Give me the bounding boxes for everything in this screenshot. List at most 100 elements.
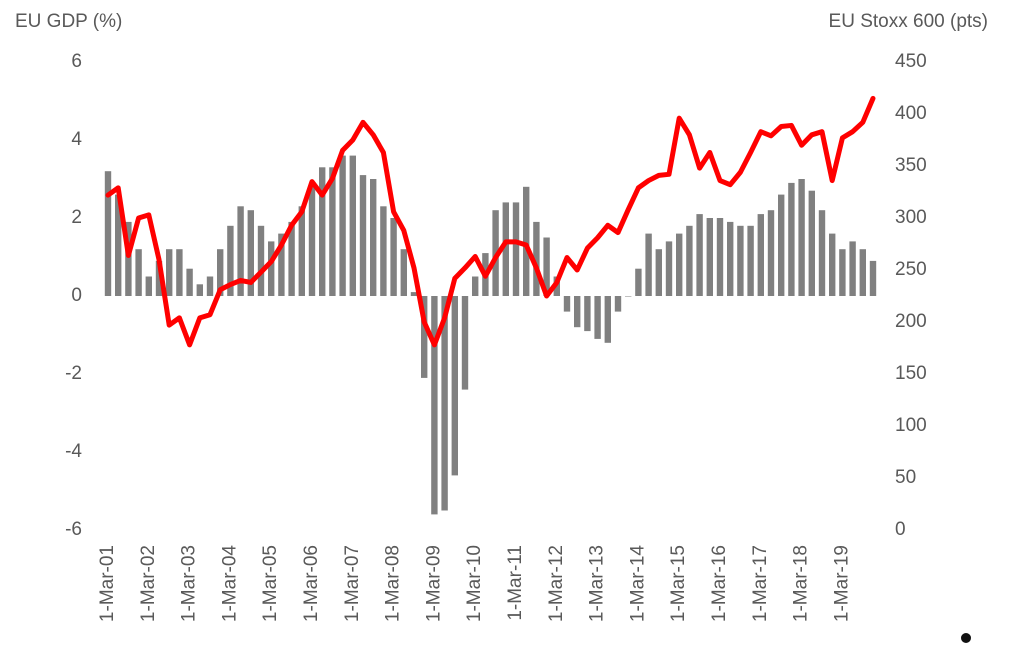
bar — [696, 214, 703, 296]
y2-tick-label: 200 — [895, 311, 927, 332]
bar — [502, 202, 509, 296]
bar — [665, 241, 673, 296]
bar — [625, 296, 632, 297]
x-tick-label: 1-Mar-05 — [260, 545, 281, 622]
bar — [767, 210, 775, 296]
x-tick-label: 1-Mar-09 — [423, 545, 444, 622]
x-tick-label: 1-Mar-01 — [97, 545, 118, 622]
bar — [206, 276, 214, 296]
bar — [859, 249, 866, 296]
bar — [472, 276, 479, 296]
bar — [186, 268, 193, 296]
y2-tick-label: 150 — [895, 363, 927, 384]
x-tick-label: 1-Mar-13 — [587, 545, 608, 622]
y2-tick-label: 400 — [895, 103, 927, 124]
bar — [155, 260, 163, 296]
bar — [635, 268, 642, 296]
y-tick-label: 6 — [71, 51, 82, 72]
bar — [839, 249, 846, 296]
bar — [676, 233, 683, 296]
bar — [788, 182, 795, 296]
x-tick-label: 1-Mar-12 — [546, 545, 567, 622]
bar — [115, 194, 122, 296]
y-axis-title: EU GDP (%) — [15, 11, 122, 32]
y-tick-label: 4 — [71, 129, 82, 150]
bar — [135, 249, 142, 296]
bar — [359, 175, 367, 296]
bar — [645, 233, 652, 296]
bar — [268, 241, 275, 296]
y2-tick-label: 0 — [895, 519, 906, 540]
bar — [584, 296, 591, 332]
bar — [543, 237, 550, 296]
x-tick-label: 1-Mar-10 — [464, 545, 485, 622]
bar — [390, 218, 397, 296]
bar — [278, 233, 285, 296]
bar — [349, 155, 356, 296]
y2-tick-label: 50 — [895, 467, 916, 488]
x-tick-label: 1-Mar-11 — [505, 545, 526, 621]
bar — [563, 296, 571, 312]
bar — [808, 190, 815, 296]
bar — [400, 249, 407, 296]
stray-dot — [961, 633, 971, 643]
x-tick-label: 1-Mar-04 — [219, 545, 240, 623]
bar — [217, 249, 224, 296]
x-tick-label: 1-Mar-02 — [138, 545, 159, 622]
line — [105, 95, 876, 348]
x-tick-label: 1-Mar-07 — [342, 545, 363, 622]
bar — [441, 296, 448, 511]
bar — [166, 249, 173, 296]
bar — [849, 241, 856, 296]
x-tick-label: 1-Mar-03 — [179, 545, 200, 622]
y2-axis-title: EU Stoxx 600 (pts) — [829, 11, 988, 32]
bar — [298, 206, 305, 296]
bar — [288, 221, 295, 296]
bar — [523, 186, 530, 296]
y-tick-label: 0 — [71, 285, 82, 306]
x-tick-label: 1-Mar-14 — [627, 545, 648, 623]
bar — [104, 171, 112, 296]
bar — [257, 225, 265, 296]
bar — [461, 296, 469, 390]
x-tick-label: 1-Mar-18 — [791, 545, 812, 622]
bar — [196, 284, 203, 296]
bar — [798, 179, 805, 296]
y-tick-label: -6 — [65, 519, 82, 540]
bar — [380, 206, 387, 296]
bar — [737, 225, 744, 296]
bar — [533, 221, 540, 296]
bar — [655, 249, 662, 296]
bar — [614, 296, 622, 312]
bar — [829, 233, 836, 296]
bar — [604, 296, 611, 343]
bar — [237, 206, 244, 296]
y2-tick-label: 100 — [895, 415, 927, 436]
y2-tick-label: 450 — [895, 51, 927, 72]
y-tick-label: -4 — [65, 441, 82, 462]
bar — [339, 155, 346, 296]
bar — [410, 292, 418, 296]
bar — [818, 210, 826, 296]
bar — [594, 296, 601, 339]
x-tick-label: 1-Mar-08 — [383, 545, 404, 622]
bar — [869, 260, 877, 296]
bar — [319, 167, 326, 296]
y2-tick-label: 250 — [895, 259, 927, 280]
bar — [716, 218, 724, 296]
bar — [145, 276, 152, 296]
bar — [686, 225, 693, 296]
bar — [247, 210, 254, 296]
y-tick-label: 2 — [71, 207, 82, 228]
x-tick-label: 1-Mar-06 — [301, 545, 322, 622]
bar — [706, 218, 713, 296]
x-tick-label: 1-Mar-17 — [750, 545, 771, 622]
bar — [125, 221, 132, 296]
y2-tick-label: 300 — [895, 207, 927, 228]
x-tick-label: 1-Mar-16 — [709, 545, 730, 622]
bar — [421, 296, 428, 378]
x-tick-label: 1-Mar-15 — [668, 545, 689, 622]
bar — [747, 225, 754, 296]
bar — [370, 179, 377, 296]
